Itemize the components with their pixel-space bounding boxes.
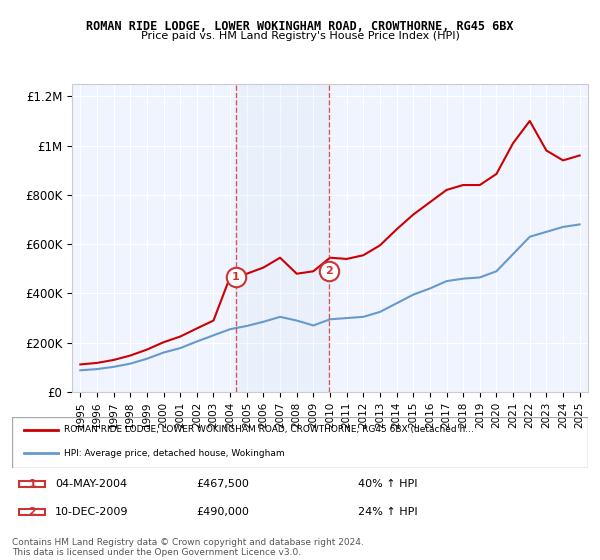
Text: ROMAN RIDE LODGE, LOWER WOKINGHAM ROAD, CROWTHORNE, RG45 6BX (detached h...: ROMAN RIDE LODGE, LOWER WOKINGHAM ROAD, … <box>64 425 474 435</box>
Bar <box>236 84 329 392</box>
Text: 10-DEC-2009: 10-DEC-2009 <box>55 507 128 517</box>
Text: 1: 1 <box>232 272 239 282</box>
Text: 1: 1 <box>28 479 36 489</box>
Text: ROMAN RIDE LODGE, LOWER WOKINGHAM ROAD, CROWTHORNE, RG45 6BX: ROMAN RIDE LODGE, LOWER WOKINGHAM ROAD, … <box>86 20 514 32</box>
Text: 2: 2 <box>28 507 36 517</box>
Text: 40% ↑ HPI: 40% ↑ HPI <box>358 479 417 489</box>
Text: HPI: Average price, detached house, Wokingham: HPI: Average price, detached house, Woki… <box>64 449 284 458</box>
Text: £467,500: £467,500 <box>196 479 249 489</box>
Bar <box>19 510 45 515</box>
Text: 2: 2 <box>325 266 333 276</box>
Text: Price paid vs. HM Land Registry's House Price Index (HPI): Price paid vs. HM Land Registry's House … <box>140 31 460 41</box>
Text: 04-MAY-2004: 04-MAY-2004 <box>55 479 127 489</box>
Text: £490,000: £490,000 <box>196 507 249 517</box>
Text: 24% ↑ HPI: 24% ↑ HPI <box>358 507 417 517</box>
Bar <box>19 482 45 487</box>
Text: Contains HM Land Registry data © Crown copyright and database right 2024.
This d: Contains HM Land Registry data © Crown c… <box>12 538 364 557</box>
